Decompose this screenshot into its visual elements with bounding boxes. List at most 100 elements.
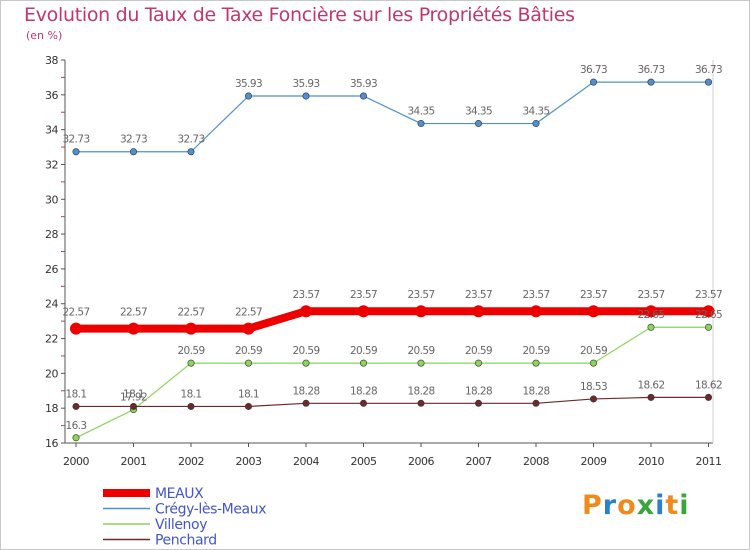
y-tick-label: 28 (45, 228, 58, 241)
data-point-villenoy (72, 434, 80, 442)
data-label-cregy-les-meaux: 32.73 (62, 134, 89, 146)
data-label-meaux: 22.57 (235, 307, 262, 319)
data-point-penchard (302, 399, 310, 407)
data-label-cregy-les-meaux: 36.73 (580, 64, 607, 76)
y-tick-label: 32 (45, 158, 58, 171)
x-tick-label: 2000 (63, 455, 89, 468)
data-point-penchard (130, 402, 138, 410)
x-tick-label: 2002 (178, 455, 204, 468)
data-label-penchard: 18.28 (292, 385, 319, 397)
axes: 16 18 20 22 24 26 28 30 32 34 36 38 2000 2001 2002 2003… (45, 54, 722, 468)
x-tick-label: 2008 (523, 455, 549, 468)
data-label-penchard: 18.28 (350, 385, 377, 397)
y-tick-label: 24 (45, 298, 58, 311)
data-point-meaux (242, 322, 255, 335)
legend-label-meaux: MEAUX (155, 486, 204, 502)
data-label-villenoy: 20.59 (580, 345, 607, 357)
y-tick-label: 38 (45, 54, 58, 67)
x-tick-label: 2010 (638, 455, 664, 468)
data-point-cregy-les-meaux (302, 92, 310, 100)
data-point-penchard (187, 402, 195, 410)
series-line-villenoy (75, 326, 710, 439)
data-label-meaux: 23.57 (637, 289, 664, 301)
data-label-cregy-les-meaux: 35.93 (235, 78, 262, 90)
data-label-penchard: 18.28 (407, 385, 434, 397)
data-label-cregy-les-meaux: 32.73 (177, 134, 204, 146)
data-point-cregy-les-meaux (417, 120, 425, 128)
data-point-cregy-les-meaux (130, 148, 138, 156)
data-label-cregy-les-meaux: 36.73 (695, 64, 722, 76)
data-label-meaux: 22.57 (62, 307, 89, 319)
data-point-meaux (185, 322, 197, 335)
data-point-penchard (245, 402, 253, 410)
data-label-villenoy: 20.59 (407, 345, 434, 357)
data-label-villenoy: 20.59 (235, 345, 262, 357)
data-point-villenoy (589, 359, 597, 367)
data-point-cregy-les-meaux (532, 120, 540, 128)
y-tick-label: 30 (45, 193, 58, 206)
legend-label-villenoy: Villenoy (155, 517, 207, 533)
data-point-meaux (70, 322, 82, 335)
data-point-penchard (589, 395, 597, 403)
series-line-meaux (72, 307, 713, 333)
data-label-villenoy: 22.65 (695, 309, 722, 321)
logo-letter: o (617, 490, 637, 521)
data-point-villenoy (245, 359, 253, 367)
data-label-penchard: 18.1 (181, 388, 202, 400)
data-label-villenoy: 20.59 (292, 345, 319, 357)
data-point-cregy-les-meaux (647, 78, 655, 86)
data-point-meaux (645, 305, 657, 318)
logo-letter: i (655, 490, 666, 521)
chart-subtitle: (en %) (26, 29, 63, 42)
data-label-cregy-les-meaux: 36.73 (637, 64, 664, 76)
data-label-meaux: 23.57 (407, 289, 434, 301)
data-label-cregy-les-meaux: 35.93 (350, 78, 377, 90)
data-point-penchard (647, 393, 655, 401)
data-label-meaux: 23.57 (522, 289, 549, 301)
proxiti-logo: Proxiti (582, 490, 690, 521)
data-label-villenoy: 20.59 (350, 345, 377, 357)
data-point-meaux (415, 305, 427, 318)
data-point-meaux (702, 305, 715, 318)
x-tick-label: 2009 (581, 455, 607, 468)
logo-letter: x (636, 490, 656, 521)
logo-letter: i (679, 490, 690, 521)
data-label-penchard: 18.1 (123, 388, 144, 400)
data-label-meaux: 23.57 (580, 289, 607, 301)
x-tick-label: 2001 (121, 455, 147, 468)
data-point-cregy-les-meaux (589, 78, 597, 86)
x-tick-label: 2005 (351, 455, 377, 468)
x-tick-label: 2004 (293, 455, 319, 468)
data-label-penchard: 18.62 (695, 379, 722, 391)
data-point-penchard (474, 399, 482, 407)
y-tick-label: 26 (45, 263, 58, 276)
data-label-penchard: 18.1 (238, 388, 259, 400)
data-point-cregy-les-meaux (245, 92, 253, 100)
series-line-cregy-les-meaux (75, 81, 710, 153)
data-label-meaux: 23.57 (465, 289, 492, 301)
data-point-penchard (704, 393, 712, 401)
y-tick-label: 34 (45, 124, 58, 137)
data-label-cregy-les-meaux: 34.35 (407, 106, 434, 118)
series-lines (70, 78, 715, 442)
logo-letter: P (582, 490, 603, 521)
x-tick-label: 2007 (466, 455, 492, 468)
data-label-villenoy: 20.59 (177, 345, 204, 357)
data-point-meaux (357, 305, 370, 318)
data-label-cregy-les-meaux: 35.93 (292, 78, 319, 90)
data-point-cregy-les-meaux (72, 148, 80, 156)
legend-label-cregy-les-meaux: Crégy-lès-Meaux (155, 502, 266, 518)
data-point-penchard (417, 399, 425, 407)
logo-letter: t (665, 490, 680, 521)
data-point-cregy-les-meaux (474, 120, 482, 128)
data-point-penchard (72, 402, 80, 410)
y-tick-label: 20 (45, 367, 58, 380)
data-label-villenoy: 22.65 (637, 309, 664, 321)
data-point-penchard (532, 399, 540, 407)
data-point-villenoy (359, 359, 367, 367)
data-label-meaux: 23.57 (350, 289, 377, 301)
data-point-villenoy (302, 359, 310, 367)
chart-title: Evolution du Taux de Taxe Foncière sur l… (24, 4, 575, 26)
